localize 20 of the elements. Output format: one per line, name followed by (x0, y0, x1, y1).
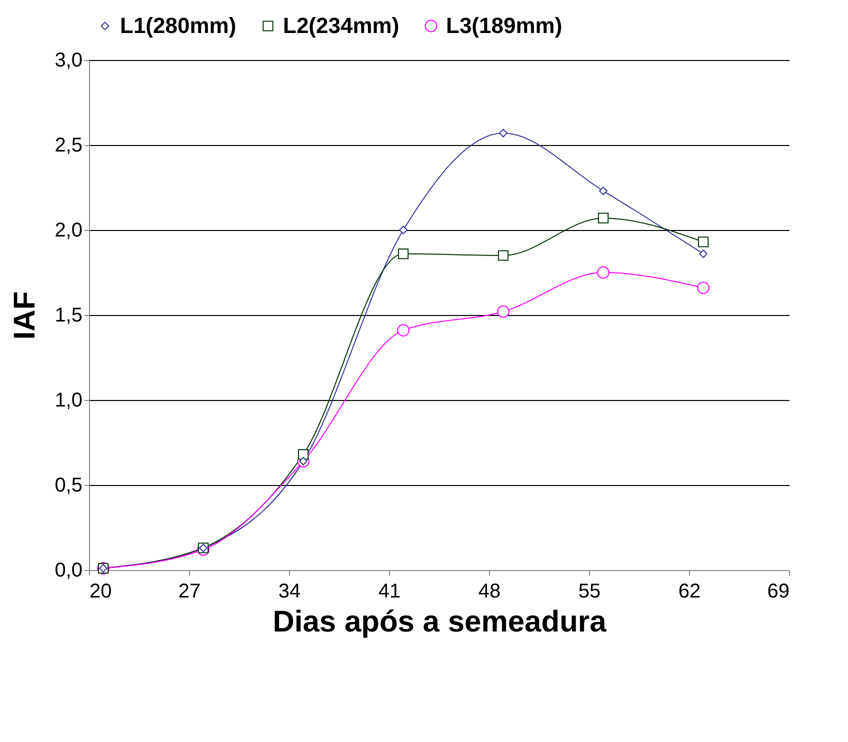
legend-label: L3(189mm) (446, 13, 562, 38)
y-tick-label: 2,0 (54, 220, 82, 242)
x-tick-label: 34 (278, 580, 301, 602)
x-tick-label: 69 (767, 580, 790, 602)
x-tick-label: 55 (578, 580, 601, 602)
x-tick-label: 41 (378, 580, 401, 602)
legend-label: L1(280mm) (120, 13, 236, 38)
y-axis-title: IAF (8, 291, 42, 340)
x-axis-title: Dias após a semeadura (272, 606, 607, 638)
x-tick-label: 48 (478, 580, 501, 602)
y-tick-label: 1,0 (54, 390, 82, 412)
y-tick-label: 0,0 (54, 560, 82, 582)
x-tick-label: 20 (90, 580, 112, 602)
x-tick-label: 62 (678, 580, 701, 602)
x-tick-label: 27 (178, 580, 201, 602)
y-tick-label: 0,5 (54, 474, 82, 496)
legend-label: L2(234mm) (283, 13, 400, 38)
y-tick-label: 2,5 (54, 134, 82, 156)
y-tick-label: 1,5 (54, 304, 82, 326)
y-tick-label: 3,0 (54, 50, 82, 72)
